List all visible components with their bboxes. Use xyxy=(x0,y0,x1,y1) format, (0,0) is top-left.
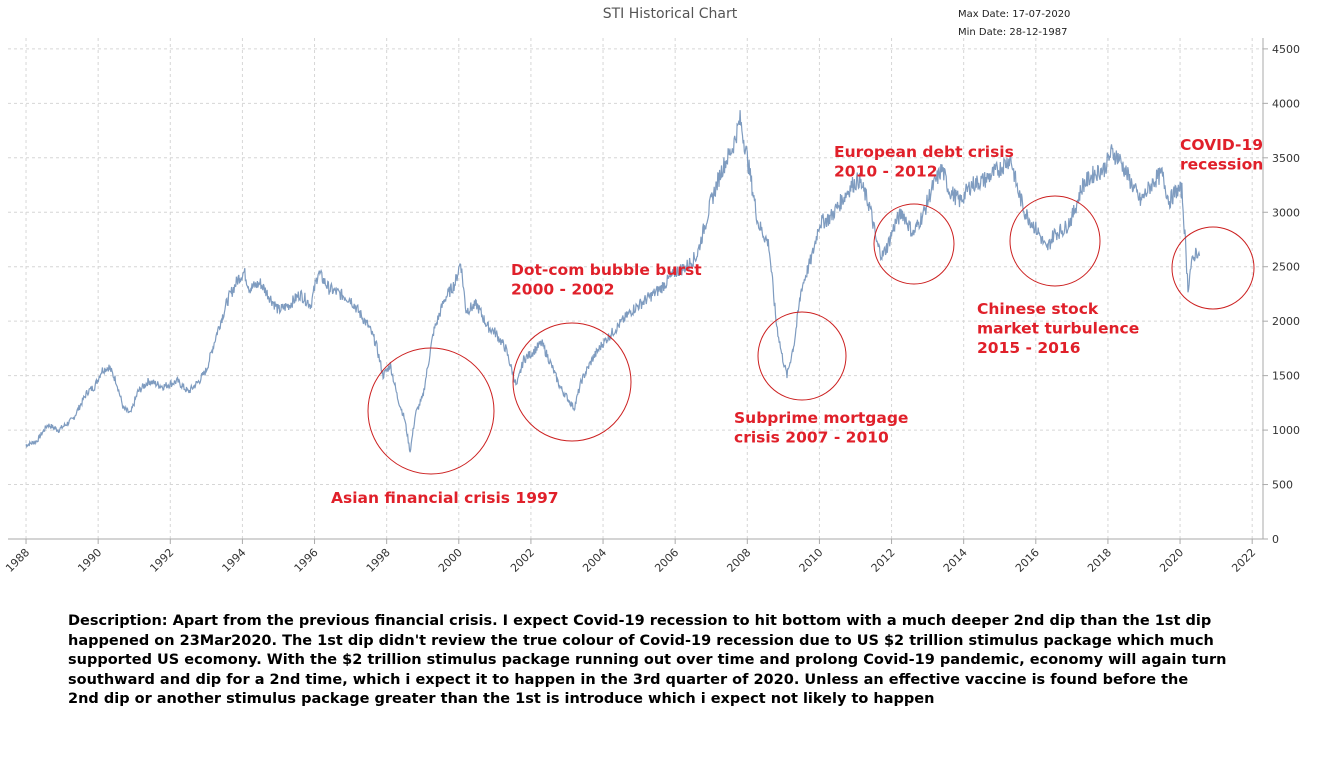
y-axis-ticks: 0 500 1000 1500 2000 2500 3000 3500 4000 4500 xyxy=(1263,43,1300,546)
max-date-label: Max Date: 17-07-2020 xyxy=(958,9,1071,20)
y-tick-label: 3000 xyxy=(1272,206,1300,219)
x-tick-label: 1992 xyxy=(147,546,176,575)
y-tick-label: 500 xyxy=(1272,479,1293,492)
y-tick-label: 4500 xyxy=(1272,43,1300,56)
annotations: Asian financial crisis 1997 Dot-com bubbl… xyxy=(331,136,1263,507)
description-line: happened on 23Mar2020. The 1st dip didn'… xyxy=(68,632,1214,649)
y-tick-label: 2000 xyxy=(1272,315,1300,328)
annotation-label: Subprime mortgage xyxy=(734,409,908,427)
x-tick-label: 2008 xyxy=(724,546,753,575)
crisis-circle xyxy=(1009,195,1101,287)
description-line: supported US ecomony. With the $2 trilli… xyxy=(68,652,1227,668)
x-tick-label: 1990 xyxy=(75,546,104,575)
y-tick-label: 4000 xyxy=(1272,97,1300,110)
annotation-label: market turbulence xyxy=(977,320,1139,338)
x-tick-label: 2006 xyxy=(652,546,681,575)
crisis-circle xyxy=(873,203,955,285)
annotation-label: crisis 2007 - 2010 xyxy=(734,429,889,447)
grid-lines xyxy=(8,38,1263,540)
annotation-label: 2015 - 2016 xyxy=(977,339,1081,357)
y-tick-label: 1000 xyxy=(1272,424,1300,437)
x-tick-label: 2020 xyxy=(1157,546,1186,575)
annotation-label: Asian financial crisis 1997 xyxy=(331,489,559,507)
annotation-label: European debt crisis xyxy=(834,143,1014,161)
x-tick-label: 1988 xyxy=(3,546,32,575)
chart-plot: 1988 1990 1992 1994 1996 1998 2000 2002 2004 2006… xyxy=(3,38,1300,575)
y-tick-label: 3500 xyxy=(1272,152,1300,165)
annotation-label: COVID-19 xyxy=(1180,136,1263,154)
annotation-label: 2000 - 2002 xyxy=(511,281,615,299)
x-tick-label: 2018 xyxy=(1085,546,1114,575)
annotation-label: Dot-com bubble burst xyxy=(511,261,702,279)
x-tick-label: 2002 xyxy=(508,546,537,575)
crisis-circle xyxy=(367,347,495,475)
x-tick-label: 2000 xyxy=(436,546,465,575)
x-tick-label: 2012 xyxy=(869,546,898,575)
annotation-label: recession xyxy=(1180,156,1263,174)
description-line: 2nd dip or another stimulus package grea… xyxy=(68,691,935,707)
crisis-circle xyxy=(1171,226,1255,310)
sti-price-line xyxy=(25,110,1201,453)
x-tick-label: 2016 xyxy=(1013,546,1042,575)
x-tick-label: 1998 xyxy=(364,546,393,575)
y-tick-label: 1500 xyxy=(1272,370,1300,383)
description-line: Description: Apart from the previous fin… xyxy=(68,613,1212,629)
crisis-circle xyxy=(512,322,632,442)
crisis-circle xyxy=(757,311,847,401)
series-group xyxy=(25,110,1201,453)
x-tick-label: 1994 xyxy=(220,546,249,575)
description-line: southward and dip for a 2nd time, which … xyxy=(68,671,1189,688)
y-tick-label: 2500 xyxy=(1272,261,1300,274)
x-tick-label: 2014 xyxy=(941,546,970,575)
x-tick-label: 2004 xyxy=(580,546,609,575)
x-tick-label: 1996 xyxy=(292,546,321,575)
chart-title: STI Historical Chart xyxy=(602,6,738,22)
axes xyxy=(8,38,1264,540)
x-tick-label: 2022 xyxy=(1229,546,1258,575)
annotation-label: Chinese stock xyxy=(977,300,1099,318)
description-text: Description: Apart from the previous fin… xyxy=(68,612,1268,710)
annotation-label: 2010 - 2012 xyxy=(834,163,938,181)
crisis-circles xyxy=(367,195,1255,475)
x-axis-ticks: 1988 1990 1992 1994 1996 1998 2000 2002 2004 2006… xyxy=(3,539,1258,575)
min-date-label: Min Date: 28-12-1987 xyxy=(958,27,1068,38)
x-tick-label: 2010 xyxy=(797,546,826,575)
y-tick-label: 0 xyxy=(1272,533,1279,546)
